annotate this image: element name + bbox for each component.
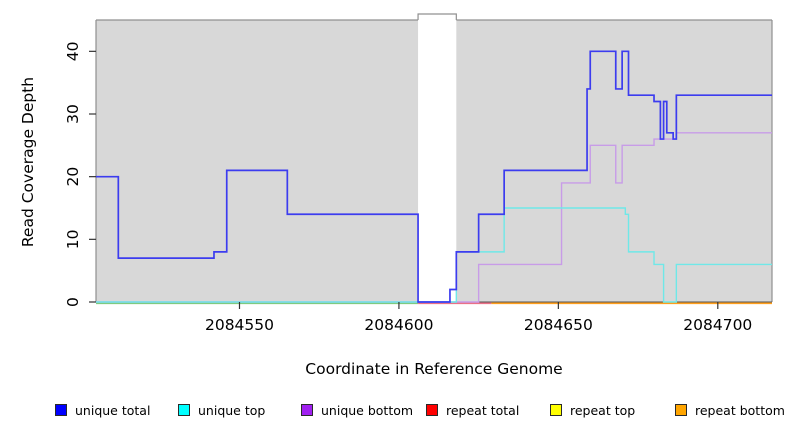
legend-item-unique-total: unique total [55, 399, 150, 421]
legend-item-unique-top: unique top [178, 399, 265, 421]
x-tick-label: 2084700 [683, 316, 752, 334]
legend-swatch-unique-top [178, 404, 190, 416]
x-tick-label: 2084600 [364, 316, 433, 334]
y-tick-label: 20 [64, 167, 82, 187]
legend-label-unique-bottom: unique bottom [321, 402, 414, 418]
legend-label-unique-top: unique top [198, 402, 266, 418]
legend-swatch-repeat-top [550, 404, 562, 416]
y-tick-label: 10 [64, 229, 82, 249]
legend-item-repeat-bottom: repeat bottom [675, 399, 785, 421]
x-tick-label: 2084650 [524, 316, 593, 334]
legend-item-repeat-top: repeat top [550, 399, 635, 421]
y-tick-label: 40 [64, 41, 82, 61]
gap-notch-border [417, 13, 457, 20]
legend-label-repeat-bottom: repeat bottom [695, 402, 785, 418]
y-axis-title: Read Coverage Depth [19, 76, 37, 248]
legend-swatch-repeat-bottom [675, 404, 687, 416]
series-line-unique-total [96, 50, 772, 303]
legend-label-repeat-top: repeat top [570, 402, 636, 418]
chart-legend: unique total unique top unique bottom repea… [0, 399, 792, 425]
legend-label-repeat-total: repeat total [446, 402, 520, 418]
legend-item-repeat-total: repeat total [426, 399, 519, 421]
legend-swatch-repeat-total [426, 404, 438, 416]
series-line-unique-top [96, 207, 772, 303]
legend-swatch-unique-total [55, 404, 67, 416]
y-tick-label: 30 [64, 104, 82, 124]
x-axis-title: Coordinate in Reference Genome [305, 360, 563, 378]
legend-item-unique-bottom: unique bottom [301, 399, 413, 421]
coverage-gap-band [418, 14, 457, 302]
legend-swatch-unique-bottom [301, 404, 313, 416]
x-tick-label: 2084550 [205, 316, 274, 334]
coverage-plot-canvas: 2084550 2084600 2084650 2084700 0 10 20 30 40 [64, 13, 773, 334]
legend-label-unique-total: unique total [75, 402, 151, 418]
y-tick-label: 0 [64, 297, 82, 307]
series-line-unique-bottom [96, 132, 772, 303]
